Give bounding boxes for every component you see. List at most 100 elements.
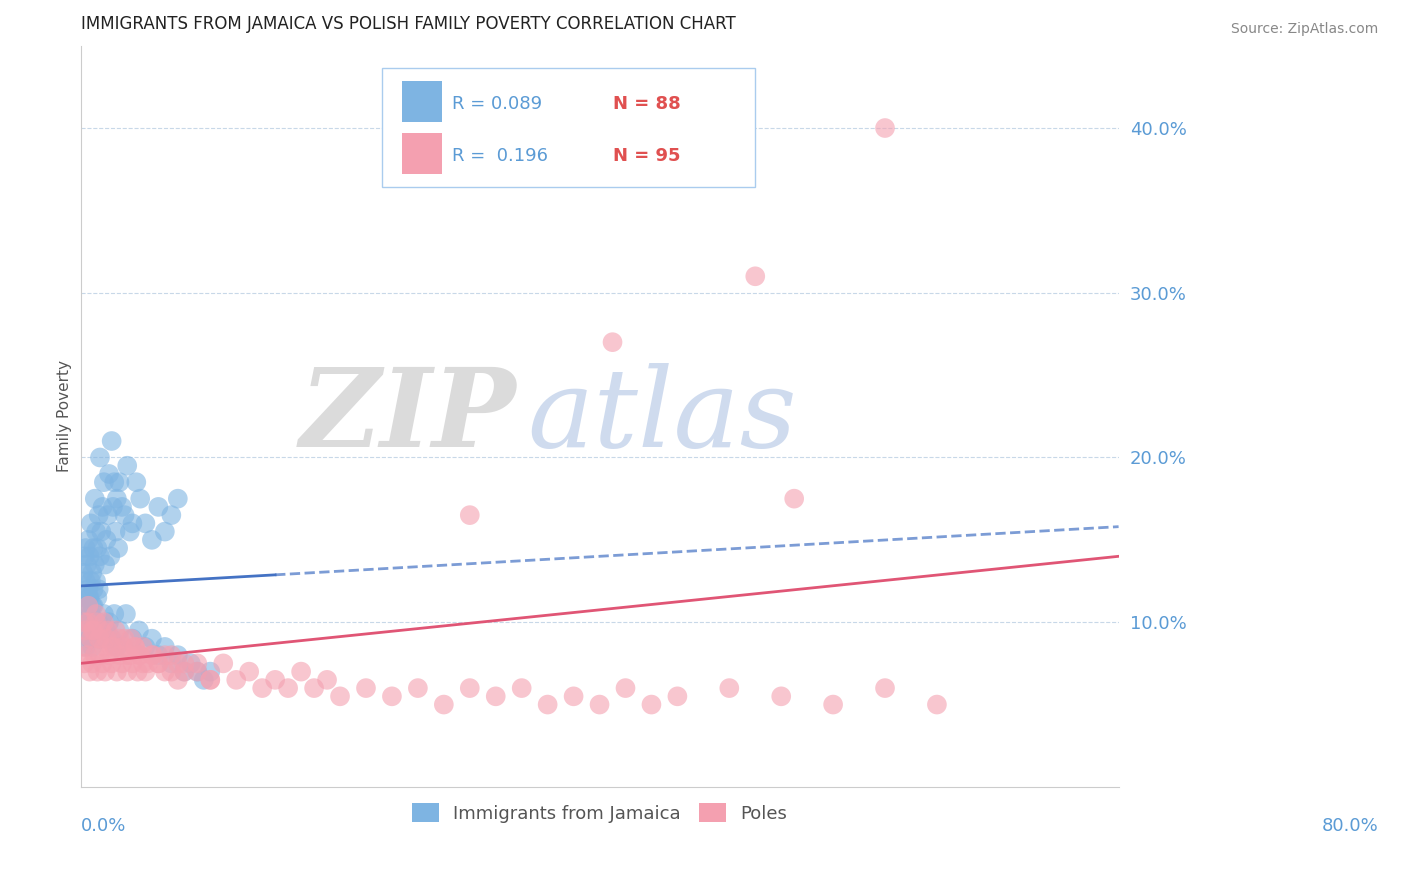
Point	[82, 599, 104, 613]
Point	[75, 541, 97, 555]
Point	[79, 632, 101, 646]
Point	[97, 624, 120, 638]
Point	[86, 591, 108, 605]
Point	[128, 624, 150, 638]
Point	[718, 681, 741, 695]
Point	[136, 657, 159, 671]
Point	[73, 657, 96, 671]
Point	[121, 516, 143, 531]
Point	[80, 574, 103, 588]
Point	[148, 657, 170, 671]
Point	[89, 549, 111, 564]
Point	[73, 591, 96, 605]
Point	[96, 632, 118, 646]
Point	[510, 681, 533, 695]
Point	[186, 657, 208, 671]
Point	[124, 640, 146, 654]
Point	[96, 624, 118, 638]
Point	[148, 648, 170, 662]
Point	[101, 500, 124, 514]
Point	[458, 681, 481, 695]
Point	[105, 491, 128, 506]
Point	[93, 615, 115, 630]
Point	[75, 640, 97, 654]
Y-axis label: Family Poverty: Family Poverty	[58, 360, 72, 472]
Point	[100, 640, 122, 654]
Point	[173, 665, 195, 679]
Point	[238, 665, 260, 679]
Point	[80, 516, 103, 531]
Point	[80, 632, 103, 646]
Point	[153, 524, 176, 539]
Point	[100, 632, 122, 646]
Point	[124, 640, 146, 654]
Point	[485, 690, 508, 704]
Point	[186, 665, 208, 679]
Point	[458, 508, 481, 523]
Point	[153, 648, 176, 662]
Point	[141, 648, 163, 662]
Point	[87, 508, 110, 523]
Point	[115, 648, 138, 662]
Point	[79, 549, 101, 564]
Point	[166, 657, 188, 671]
Point	[134, 665, 156, 679]
Point	[82, 657, 104, 671]
Point	[82, 599, 104, 613]
Point	[160, 657, 183, 671]
Point	[129, 648, 152, 662]
Point	[86, 665, 108, 679]
Point	[132, 640, 155, 654]
Point	[114, 632, 136, 646]
Point	[84, 607, 107, 621]
Point	[108, 632, 131, 646]
Point	[111, 657, 134, 671]
Point	[77, 599, 100, 613]
Point	[84, 574, 107, 588]
Point	[180, 657, 202, 671]
Bar	[402, 133, 441, 174]
Point	[115, 607, 138, 621]
Point	[83, 648, 105, 662]
Text: 80.0%: 80.0%	[1322, 816, 1378, 835]
Point	[82, 624, 104, 638]
Point	[186, 665, 208, 679]
Point	[132, 657, 155, 671]
Point	[83, 491, 105, 506]
Text: IMMIGRANTS FROM JAMAICA VS POLISH FAMILY POVERTY CORRELATION CHART: IMMIGRANTS FROM JAMAICA VS POLISH FAMILY…	[80, 15, 735, 33]
Point	[193, 673, 215, 687]
Point	[73, 549, 96, 564]
Point	[93, 607, 115, 621]
Point	[166, 673, 188, 687]
Point	[76, 648, 98, 662]
Point	[129, 491, 152, 506]
Point	[277, 681, 299, 695]
Point	[76, 558, 98, 572]
Point	[212, 657, 235, 671]
Point	[250, 681, 273, 695]
Point	[100, 657, 122, 671]
Point	[666, 690, 689, 704]
Point	[75, 574, 97, 588]
Text: N = 88: N = 88	[613, 95, 681, 113]
Point	[98, 648, 121, 662]
Point	[77, 533, 100, 547]
Point	[141, 632, 163, 646]
Point	[87, 582, 110, 597]
Text: ZIP: ZIP	[299, 362, 516, 470]
Point	[98, 615, 121, 630]
Point	[82, 541, 104, 555]
Point	[316, 673, 339, 687]
Point	[94, 558, 117, 572]
Point	[77, 615, 100, 630]
Point	[823, 698, 845, 712]
Point	[173, 665, 195, 679]
Point	[75, 624, 97, 638]
Point	[925, 698, 948, 712]
Point	[166, 648, 188, 662]
FancyBboxPatch shape	[381, 68, 755, 186]
Point	[84, 615, 107, 630]
Point	[87, 615, 110, 630]
Point	[89, 632, 111, 646]
Point	[103, 640, 125, 654]
